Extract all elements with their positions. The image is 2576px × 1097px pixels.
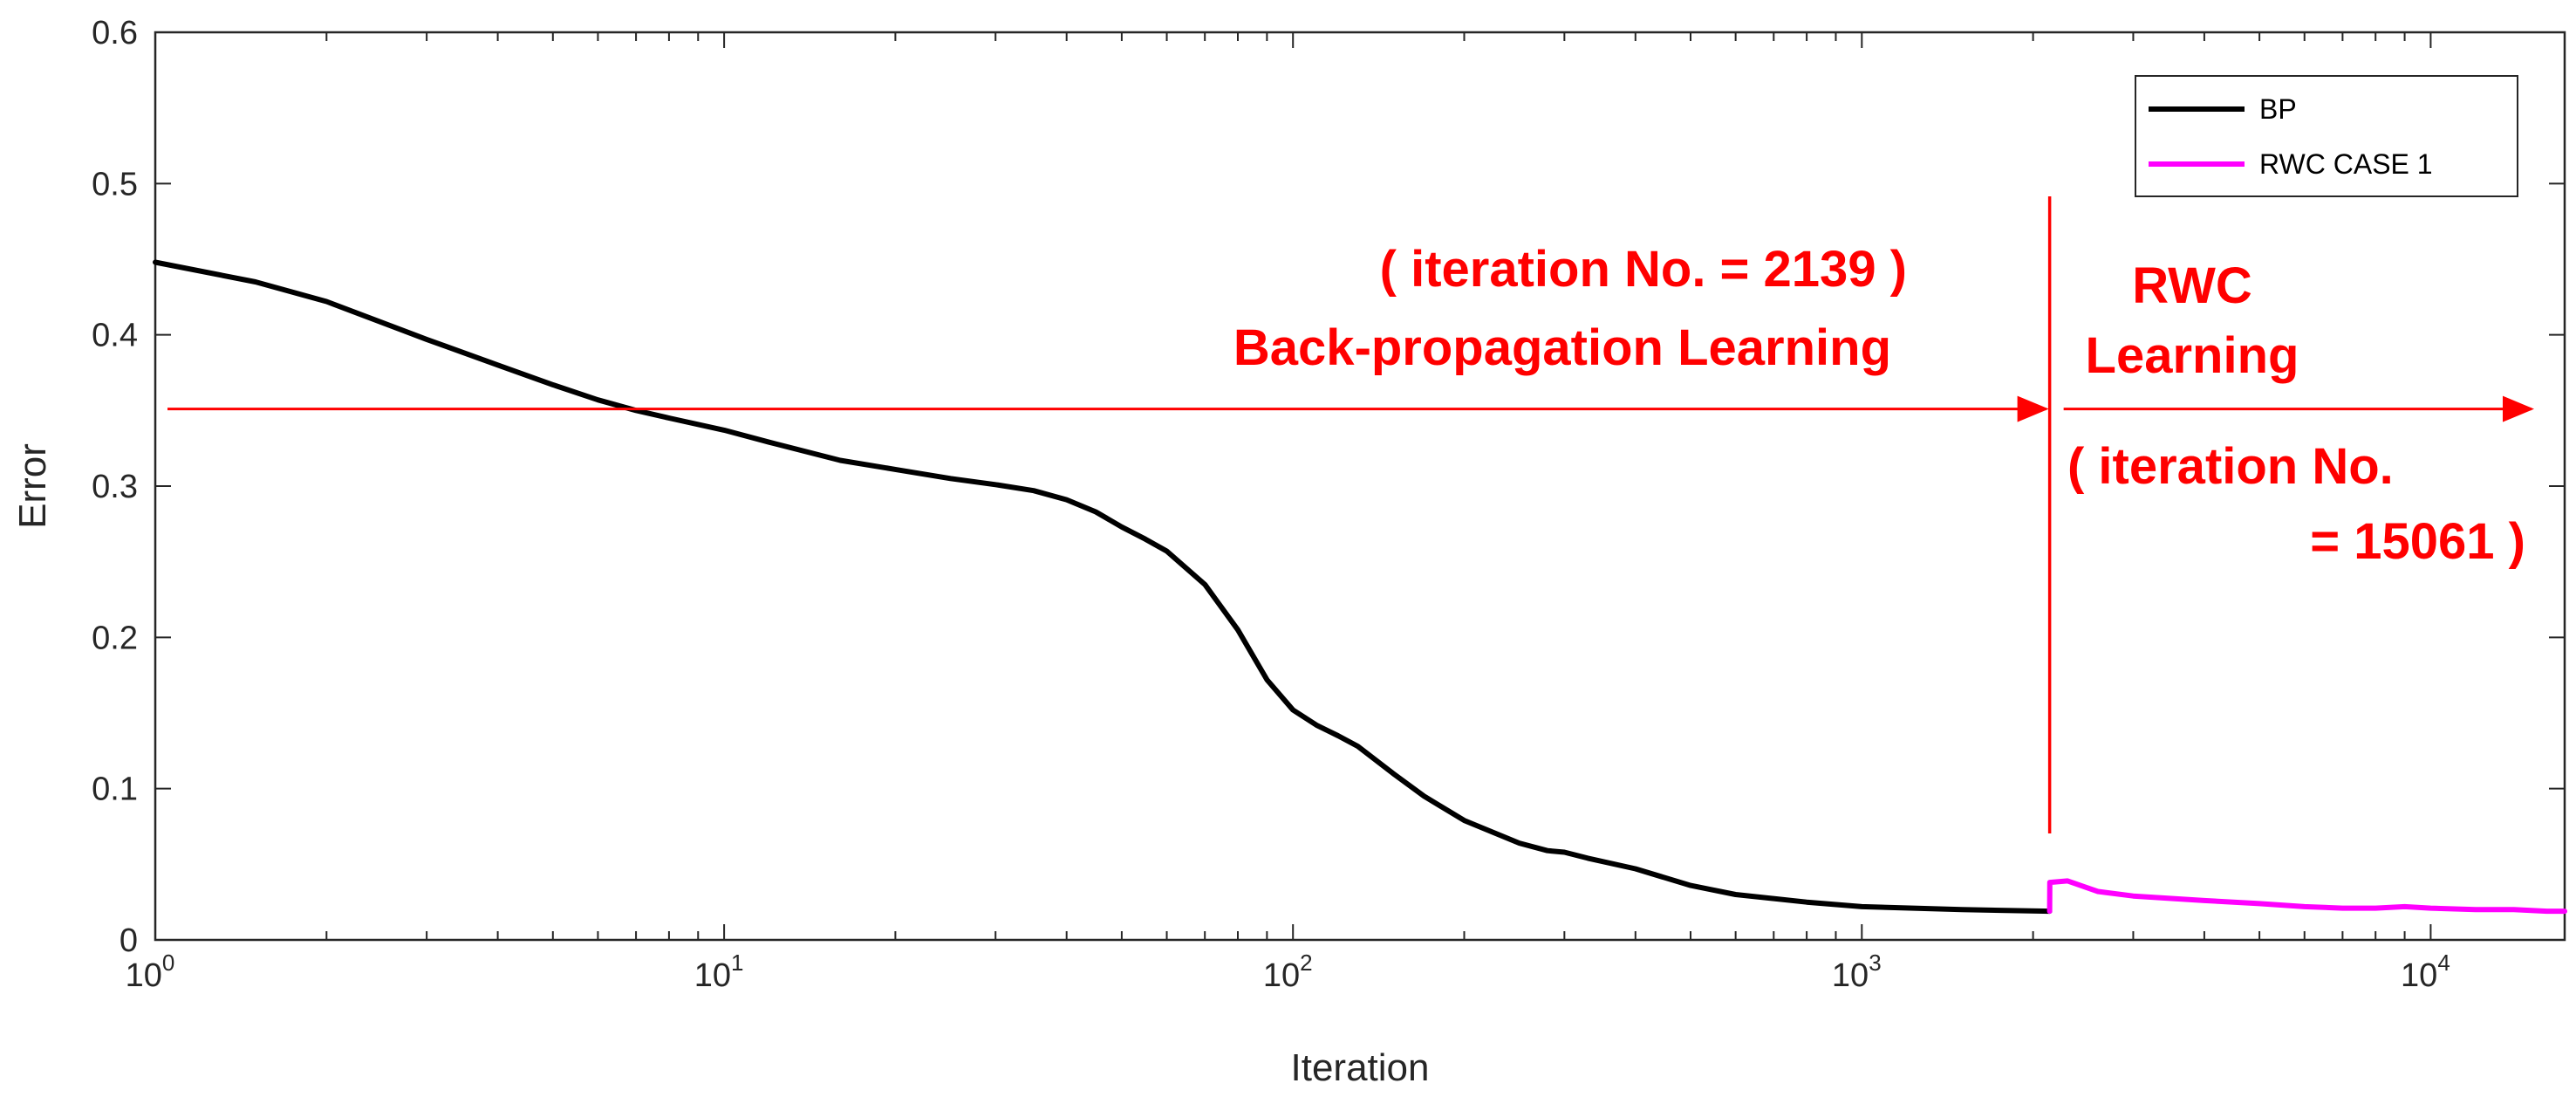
x-axis: 100 101 102 103 104 (126, 32, 2450, 994)
y-tick-label: 0.1 (92, 771, 138, 808)
x-tick-base: 10 (1263, 957, 1300, 994)
annotation-layer: ( iteration No. = 2139 ) Back-propagatio… (167, 196, 2534, 833)
x-tick-label: 103 (1832, 950, 1882, 994)
rwc-annotation-line1: RWC (2132, 257, 2251, 314)
bp-annotation-line1: ( iteration No. = 2139 ) (1380, 241, 1907, 298)
series-line-rwc (2046, 878, 2567, 915)
x-tick-exponent: 4 (2437, 950, 2450, 976)
x-tick-base: 10 (1832, 957, 1869, 994)
x-axis-title: Iteration (1291, 1046, 1430, 1089)
rwc-annotation-line3: ( iteration No. (2067, 438, 2394, 495)
x-tick-exponent: 3 (1869, 950, 1881, 976)
legend-box (2135, 75, 2518, 197)
x-tick-label: 100 (126, 950, 175, 994)
y-tick-label: 0.2 (92, 620, 138, 656)
y-axis: 0 0.1 0.2 0.3 0.4 0.5 0.6 (92, 15, 2565, 959)
x-tick-base: 10 (2401, 957, 2437, 994)
y-tick-label: 0.3 (92, 469, 138, 505)
legend-label-rwc: RWC CASE 1 (2259, 148, 2433, 180)
x-tick-exponent: 0 (162, 950, 174, 976)
x-tick-base: 10 (694, 957, 731, 994)
y-tick-label: 0.6 (92, 15, 138, 51)
rwc-annotation-line4: = 15061 ) (2310, 513, 2525, 570)
legend: BP RWC CASE 1 (2135, 75, 2518, 197)
y-tick-label: 0.4 (92, 318, 138, 354)
x-tick-label: 102 (1263, 950, 1313, 994)
y-tick-label: 0.5 (92, 166, 138, 202)
x-tick-label: 101 (694, 950, 744, 994)
y-axis-title: Error (11, 443, 54, 529)
y-tick-label: 0 (120, 922, 138, 959)
rwc-annotation-line2: Learning (2086, 327, 2299, 384)
x-tick-exponent: 2 (1300, 950, 1312, 976)
x-tick-label: 104 (2401, 950, 2450, 994)
x-tick-base: 10 (126, 957, 162, 994)
x-tick-exponent: 1 (731, 950, 743, 976)
legend-label-bp: BP (2259, 93, 2297, 125)
bp-annotation-line2: Back-propagation Learning (1233, 319, 1891, 376)
